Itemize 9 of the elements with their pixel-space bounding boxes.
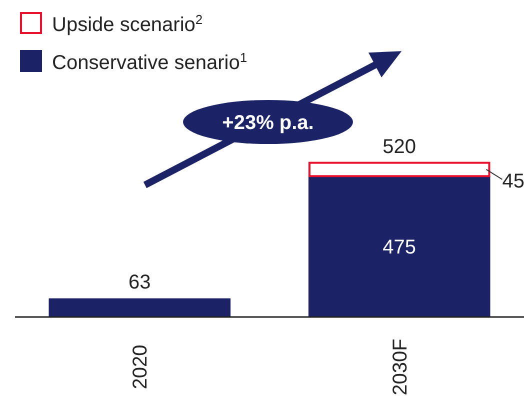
legend-label: Conservative senario$^{1}$ (52, 50, 248, 74)
data-label: 63 (128, 271, 151, 294)
x-tick-label: 2020 (130, 344, 152, 390)
x-tick-label: 2030F (389, 338, 412, 396)
text: +23% p.a. (222, 112, 314, 134)
data-label: 475 (382, 236, 416, 259)
total-label: 520 (382, 136, 416, 158)
data-label: 45 (502, 170, 524, 192)
legend-label: Upside scenario$^{2}$ (52, 12, 203, 36)
